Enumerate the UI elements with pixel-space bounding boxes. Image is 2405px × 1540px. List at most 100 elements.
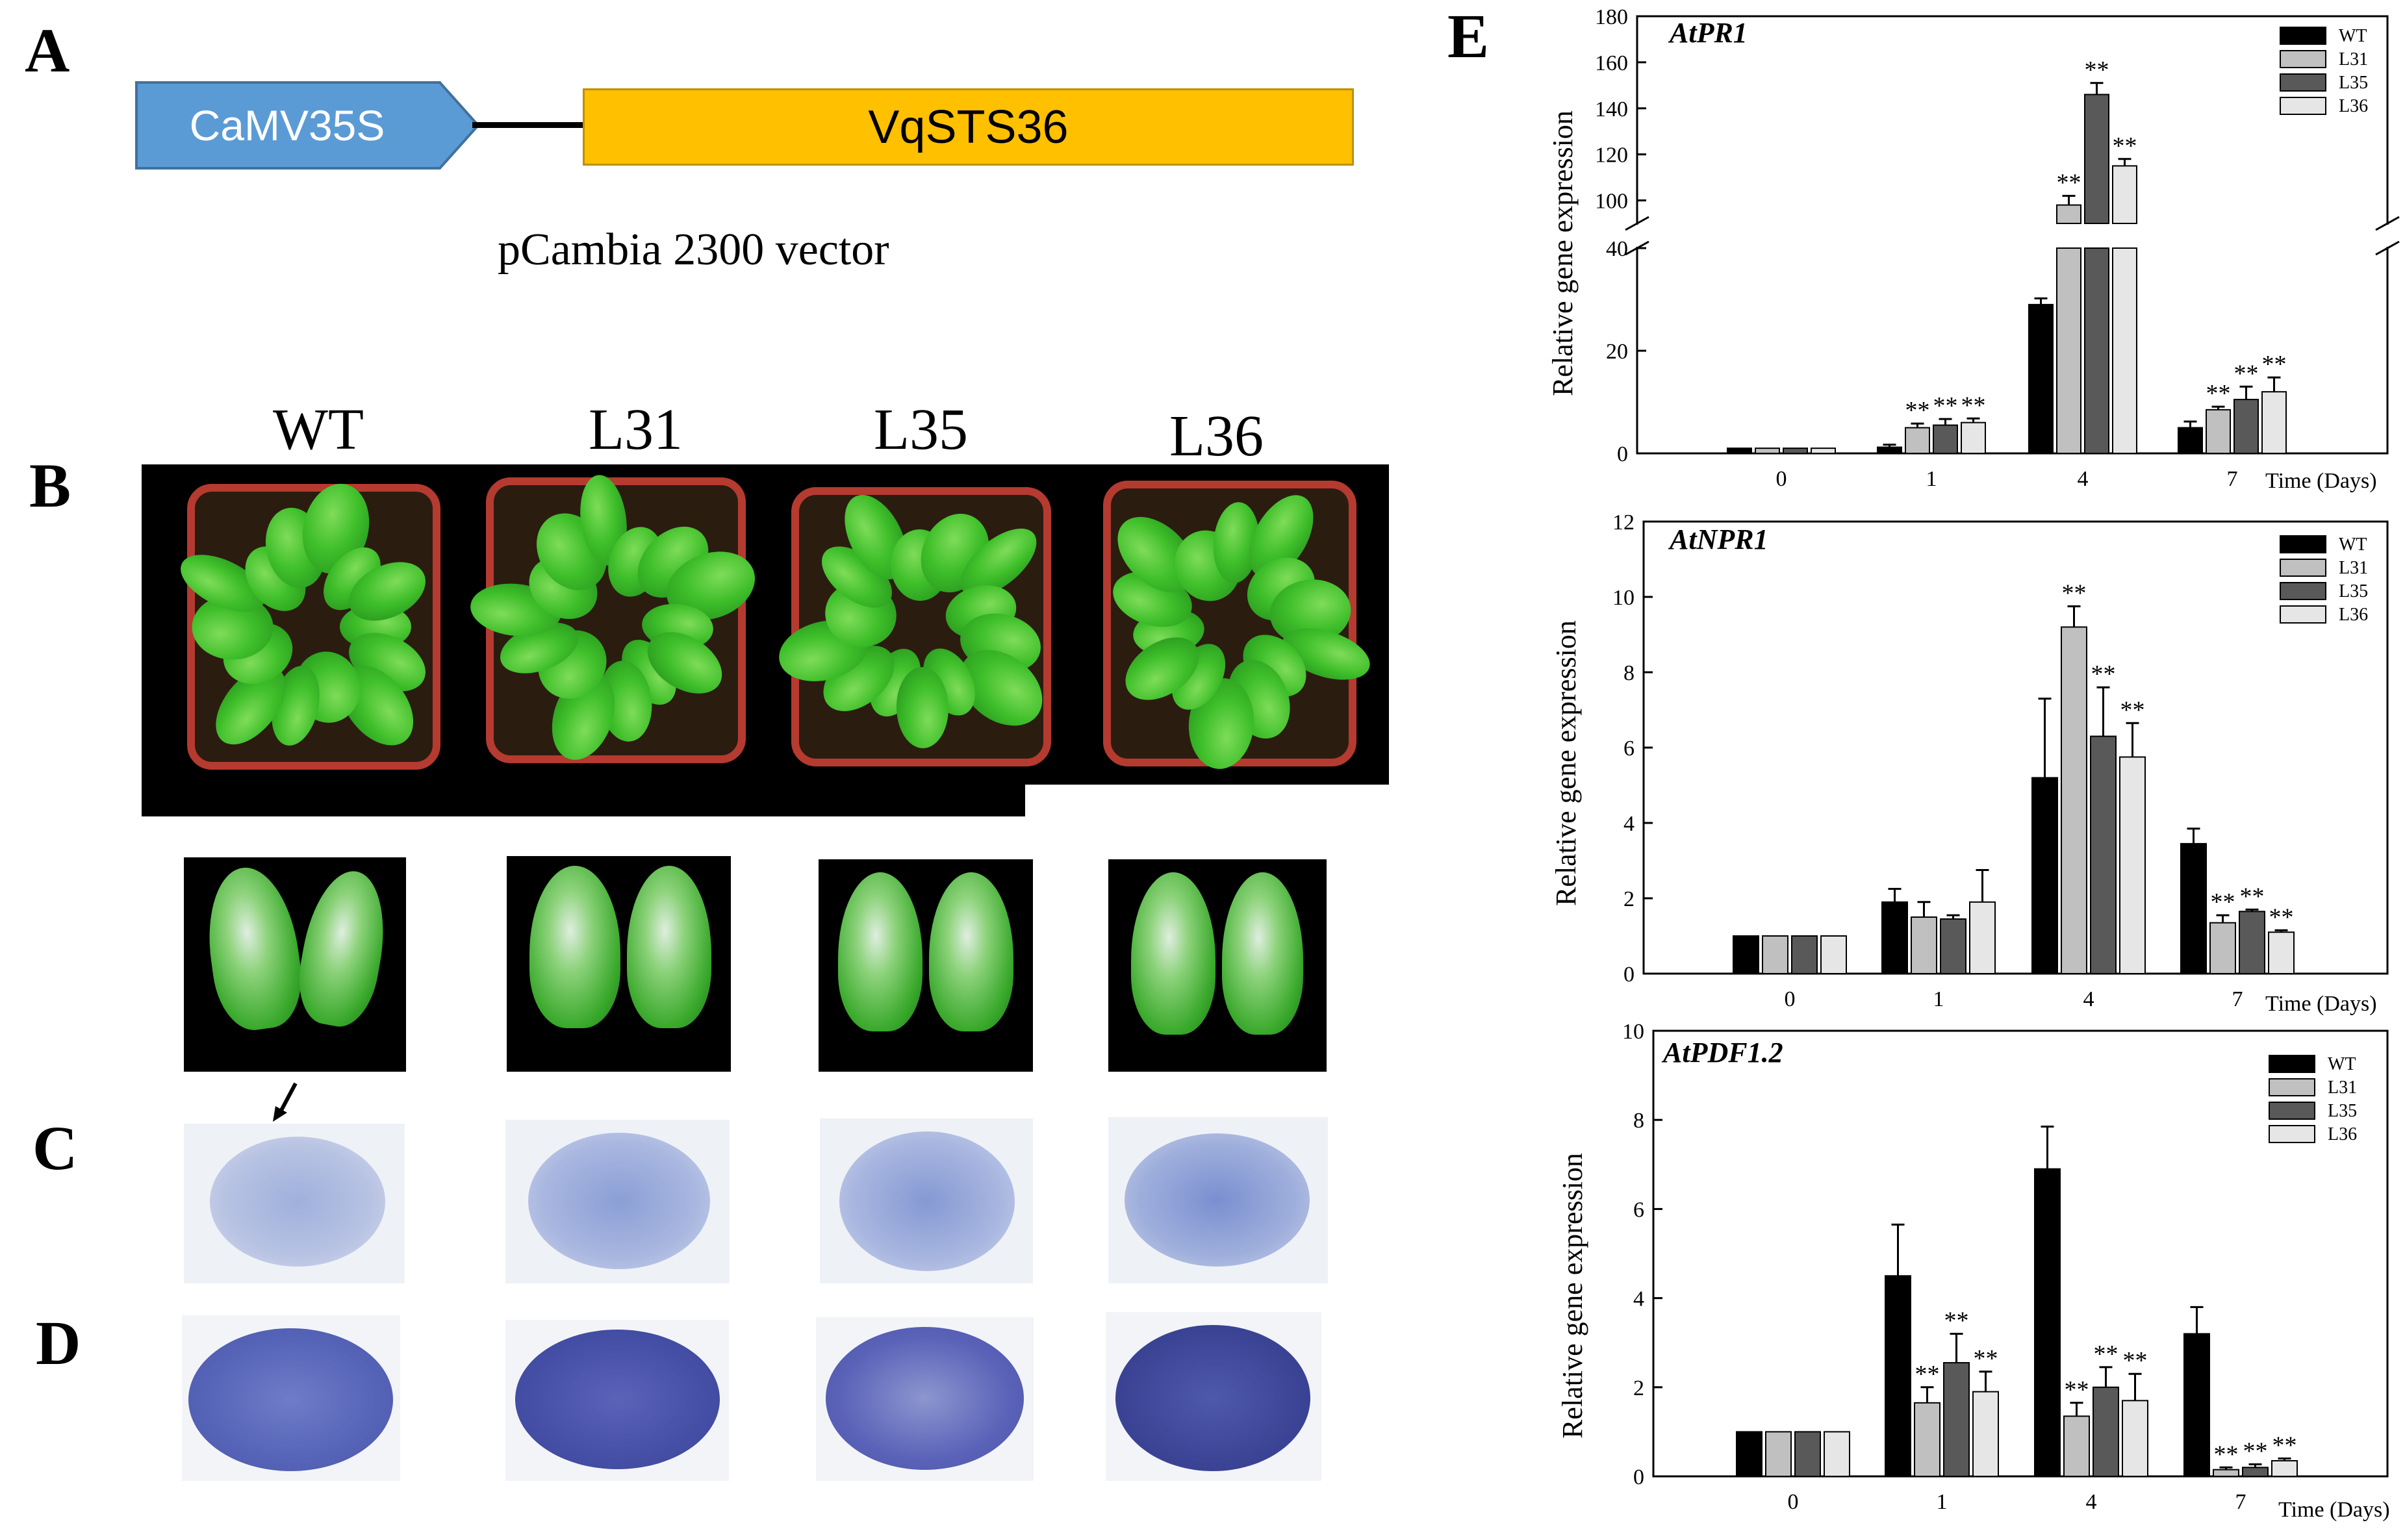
x-axis-label: Time (Days) bbox=[2265, 469, 2377, 493]
detached-leaves-wt bbox=[184, 857, 406, 1072]
legend-label-wt: WT bbox=[2339, 535, 2367, 555]
significance-label: ** bbox=[2057, 169, 2081, 196]
significance-label: ** bbox=[2206, 380, 2231, 407]
y-tick-label: 10 bbox=[1612, 586, 1635, 610]
promoter-label: CaMV35S bbox=[189, 101, 385, 149]
bar-wt-day-4 bbox=[2034, 1168, 2061, 1477]
gene-box: VqSTS36 bbox=[583, 88, 1354, 166]
axis-break-mark bbox=[2375, 216, 2400, 231]
legend-swatch-wt bbox=[2280, 27, 2326, 45]
chart-title: AtPDF1.2 bbox=[1661, 1037, 1783, 1068]
detached-leaves-l36 bbox=[1108, 859, 1327, 1072]
legend-swatch-l36 bbox=[2280, 97, 2326, 115]
significance-label: ** bbox=[2243, 1437, 2268, 1465]
significance-label: ** bbox=[2262, 351, 2287, 378]
significance-label: ** bbox=[2120, 696, 2145, 724]
bar-l36-day-0 bbox=[1811, 448, 1836, 454]
nbt-stain-l31 bbox=[505, 1320, 729, 1481]
genotype-label-l31: L31 bbox=[589, 398, 683, 462]
nbt-stain-wt bbox=[182, 1315, 400, 1481]
y-tick-label: 180 bbox=[1595, 5, 1628, 29]
legend-label-l31: L31 bbox=[2339, 49, 2368, 69]
bar-l36-day-7 bbox=[2268, 931, 2295, 975]
y-tick-label: 0 bbox=[1633, 1465, 1644, 1489]
bar-l31-day-4-lower bbox=[2056, 247, 2081, 454]
significance-label: ** bbox=[2269, 903, 2294, 931]
y-tick-label: 6 bbox=[1633, 1198, 1644, 1222]
significance-label: ** bbox=[2240, 883, 2265, 910]
trypan-stain-l31 bbox=[505, 1120, 730, 1283]
bar-l35-day-7 bbox=[2239, 911, 2265, 974]
panel-label-a: A bbox=[25, 16, 70, 85]
legend-label-l31: L31 bbox=[2339, 558, 2368, 578]
y-tick-label: 120 bbox=[1595, 144, 1628, 168]
x-tick-label: 7 bbox=[2227, 467, 2238, 491]
legend-label-l35: L35 bbox=[2328, 1101, 2357, 1121]
y-tick-label: 4 bbox=[1623, 812, 1635, 836]
legend-label-l35: L35 bbox=[2339, 73, 2368, 93]
legend-label-wt: WT bbox=[2339, 26, 2367, 46]
genotype-label-wt: WT bbox=[273, 398, 364, 462]
y-tick-label: 100 bbox=[1595, 190, 1628, 214]
detached-leaves-l35 bbox=[819, 859, 1033, 1072]
bar-l35-day-1 bbox=[1933, 424, 1958, 454]
bar-l36-day-0 bbox=[1824, 1431, 1850, 1478]
bar-wt-day-1 bbox=[1877, 446, 1902, 455]
y-tick-label: 8 bbox=[1633, 1109, 1644, 1133]
y-tick-label: 20 bbox=[1606, 340, 1628, 364]
axis-break bbox=[2368, 225, 2405, 247]
significance-label: ** bbox=[1961, 392, 1986, 419]
nbt-stain-l36 bbox=[1106, 1312, 1321, 1481]
significance-label: ** bbox=[2234, 360, 2259, 387]
bar-l31-day-7 bbox=[2209, 922, 2236, 975]
arrow-icon bbox=[273, 1082, 298, 1122]
bar-l35-day-4 bbox=[2084, 94, 2109, 224]
x-tick-label: 1 bbox=[1937, 1490, 1948, 1514]
panel-label-b: B bbox=[29, 451, 71, 520]
bar-l35-day-4-lower bbox=[2084, 247, 2109, 454]
bar-l36-day-4 bbox=[2119, 756, 2146, 974]
gene-label: VqSTS36 bbox=[868, 101, 1069, 153]
nbt-stain-l35 bbox=[816, 1317, 1034, 1481]
x-tick-label: 7 bbox=[2232, 987, 2243, 1011]
legend-swatch-l35 bbox=[2280, 582, 2326, 600]
bar-l36-day-4 bbox=[2112, 165, 2137, 224]
plant-photo bbox=[142, 464, 1389, 816]
x-tick-label: 0 bbox=[1776, 467, 1787, 491]
x-tick-label: 0 bbox=[1788, 1490, 1799, 1514]
y-tick-label: 8 bbox=[1623, 661, 1635, 685]
panel-label-c: C bbox=[32, 1113, 78, 1183]
significance-label: ** bbox=[2113, 133, 2137, 160]
x-tick-label: 4 bbox=[2083, 987, 2094, 1011]
bar-l36-day-1 bbox=[1972, 1391, 1999, 1477]
bar-wt-day-7 bbox=[2178, 427, 2203, 454]
chart-title: AtPR1 bbox=[1668, 17, 1748, 49]
bar-l35-day-7 bbox=[2242, 1467, 2269, 1478]
trypan-stain-l36 bbox=[1108, 1117, 1328, 1283]
trypan-stain-wt bbox=[184, 1124, 405, 1283]
y-tick-label: 40 bbox=[1606, 237, 1628, 261]
bar-l31-day-1 bbox=[1911, 916, 1937, 974]
bar-wt-day-4 bbox=[2028, 303, 2054, 454]
x-axis-label: Time (Days) bbox=[2278, 1498, 2390, 1522]
bar-wt-day-7 bbox=[2180, 842, 2207, 975]
chart-title: AtNPR1 bbox=[1668, 524, 1768, 555]
bar-wt-day-7 bbox=[2183, 1333, 2210, 1478]
bar-l31-day-0 bbox=[1765, 1431, 1792, 1478]
bar-wt-day-1 bbox=[1885, 1275, 1911, 1477]
y-tick-label: 2 bbox=[1623, 887, 1635, 911]
bar-l31-day-7 bbox=[2213, 1469, 2239, 1478]
significance-label: ** bbox=[1905, 397, 1930, 424]
bar-l35-day-0 bbox=[1783, 448, 1808, 454]
bar-l35-day-1 bbox=[1943, 1362, 1970, 1477]
legend-swatch-l36 bbox=[2269, 1125, 2315, 1143]
plot-frame bbox=[1652, 1029, 2389, 1478]
vector-label: pCambia 2300 vector bbox=[498, 225, 889, 275]
y-tick-label: 4 bbox=[1633, 1287, 1644, 1311]
significance-label: ** bbox=[1974, 1345, 1998, 1372]
legend-swatch-wt bbox=[2269, 1055, 2315, 1073]
significance-label: ** bbox=[2065, 1376, 2089, 1404]
y-axis-label: Relative gene expression bbox=[1557, 1153, 1588, 1439]
legend-swatch-wt bbox=[2280, 535, 2326, 553]
